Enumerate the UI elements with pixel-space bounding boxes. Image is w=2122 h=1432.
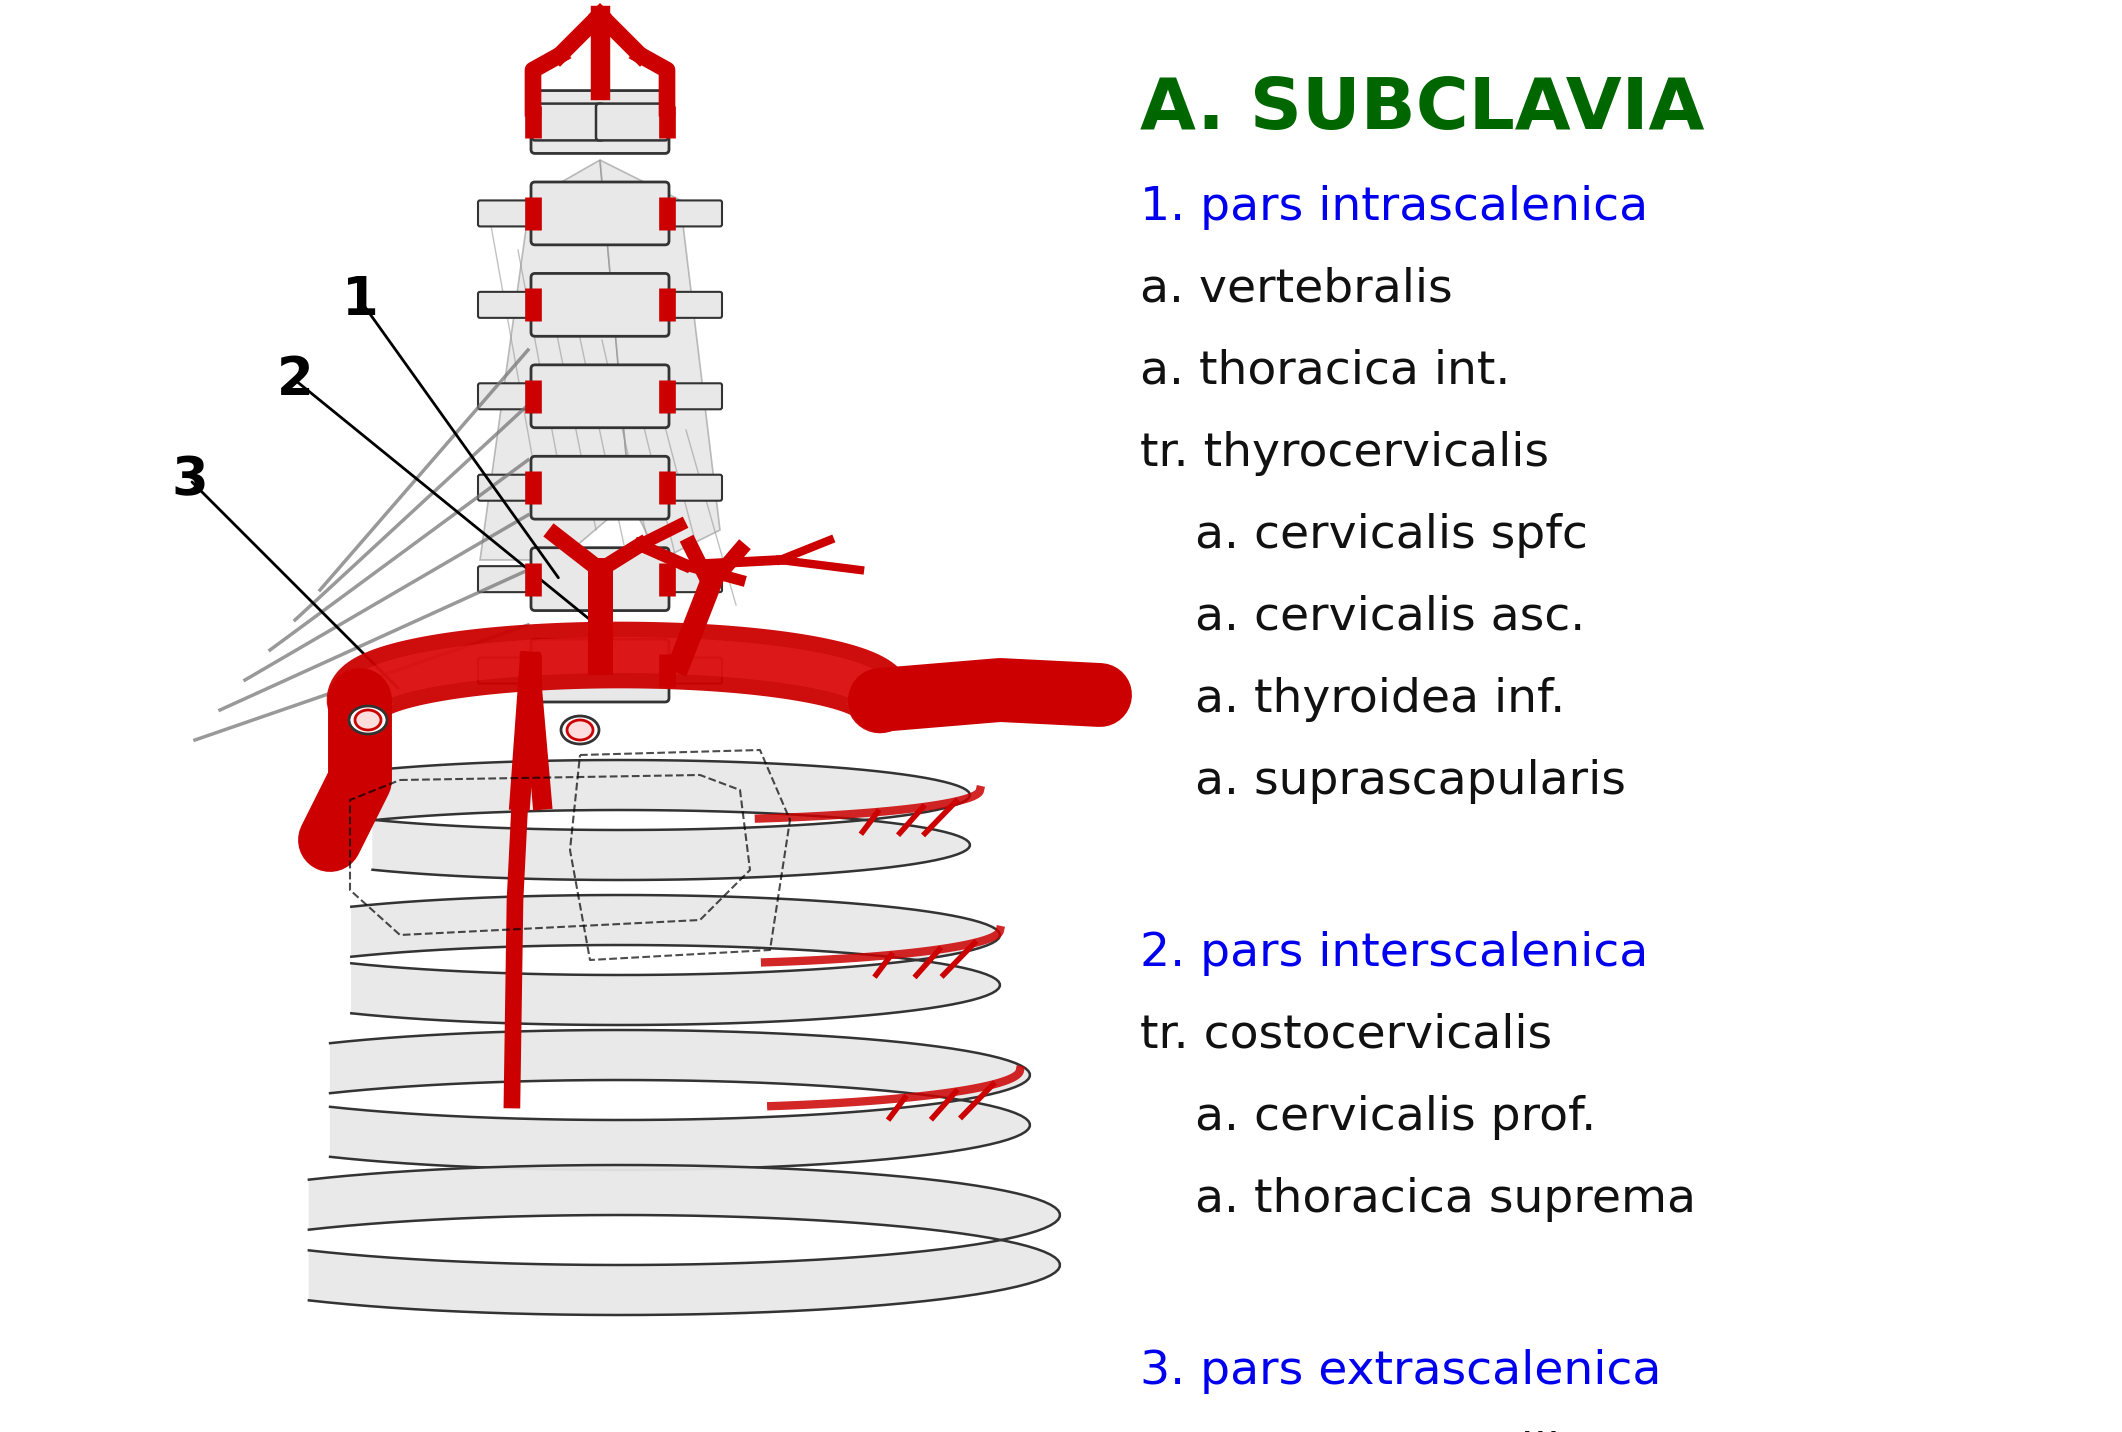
Text: a. cervicalis spfc: a. cervicalis spfc [1195, 513, 1587, 558]
Text: tr. costocervicalis: tr. costocervicalis [1140, 1012, 1551, 1058]
FancyBboxPatch shape [662, 384, 721, 410]
FancyBboxPatch shape [477, 566, 537, 593]
Text: a. cervicalis prof.: a. cervicalis prof. [1195, 1095, 1596, 1140]
Polygon shape [480, 160, 630, 560]
Ellipse shape [354, 710, 382, 730]
FancyBboxPatch shape [662, 566, 721, 593]
Text: a. vertebralis: a. vertebralis [1140, 266, 1454, 312]
FancyBboxPatch shape [662, 292, 721, 318]
Ellipse shape [560, 716, 598, 745]
Text: A. SUBCLAVIA: A. SUBCLAVIA [1140, 74, 1704, 145]
Text: a. thyroidea inf.: a. thyroidea inf. [1195, 677, 1566, 722]
FancyBboxPatch shape [477, 292, 537, 318]
Text: tr. thyrocervicalis: tr. thyrocervicalis [1140, 431, 1549, 475]
Text: 2. pars interscalenica: 2. pars interscalenica [1140, 931, 1649, 977]
Text: a. thoracica suprema: a. thoracica suprema [1195, 1177, 1695, 1221]
FancyBboxPatch shape [596, 103, 668, 140]
FancyBboxPatch shape [477, 657, 537, 683]
Text: 3: 3 [172, 454, 208, 505]
FancyBboxPatch shape [530, 547, 668, 610]
Ellipse shape [348, 706, 386, 735]
Text: a. thoracica int.: a. thoracica int. [1140, 349, 1511, 394]
Text: a. suprascapularis: a. suprascapularis [1195, 759, 1625, 803]
FancyBboxPatch shape [662, 657, 721, 683]
FancyBboxPatch shape [530, 457, 668, 520]
Polygon shape [601, 160, 719, 560]
FancyBboxPatch shape [530, 365, 668, 428]
FancyBboxPatch shape [662, 200, 721, 226]
FancyBboxPatch shape [530, 274, 668, 337]
Text: a. cervicalis asc.: a. cervicalis asc. [1195, 596, 1585, 640]
FancyBboxPatch shape [477, 200, 537, 226]
FancyBboxPatch shape [477, 475, 537, 501]
Text: 1. pars intrascalenica: 1. pars intrascalenica [1140, 185, 1649, 231]
FancyBboxPatch shape [662, 475, 721, 501]
Ellipse shape [567, 720, 592, 740]
FancyBboxPatch shape [533, 103, 605, 140]
FancyBboxPatch shape [530, 639, 668, 702]
Text: 1: 1 [342, 274, 378, 326]
FancyBboxPatch shape [530, 90, 668, 153]
FancyBboxPatch shape [477, 384, 537, 410]
Text: 3. pars extrascalenica: 3. pars extrascalenica [1140, 1349, 1662, 1393]
FancyBboxPatch shape [530, 182, 668, 245]
Text: 2: 2 [276, 354, 314, 407]
